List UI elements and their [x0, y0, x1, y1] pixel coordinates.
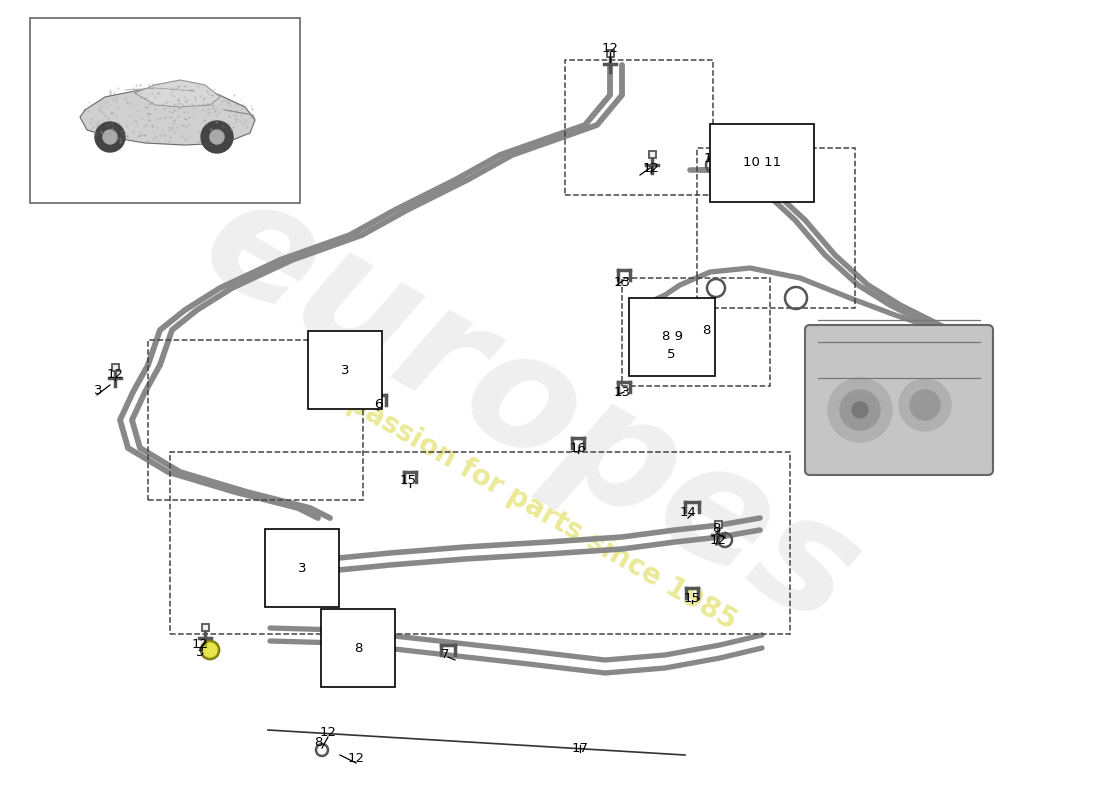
Text: 15: 15: [399, 474, 417, 486]
Bar: [565, 60, 713, 195]
Circle shape: [201, 641, 219, 659]
Text: 13: 13: [614, 386, 630, 399]
Circle shape: [95, 122, 125, 152]
Text: 17: 17: [572, 742, 588, 754]
Text: 6: 6: [374, 398, 382, 411]
Circle shape: [852, 402, 868, 418]
Text: a passion for parts since 1985: a passion for parts since 1985: [318, 374, 741, 635]
Text: 10 11: 10 11: [742, 157, 781, 170]
Text: 3: 3: [94, 383, 102, 397]
Text: 9: 9: [634, 323, 642, 337]
Text: 3: 3: [298, 562, 306, 574]
Circle shape: [910, 390, 940, 420]
Polygon shape: [135, 80, 220, 107]
Circle shape: [201, 121, 233, 153]
Text: 8: 8: [354, 642, 362, 654]
Text: 12: 12: [191, 638, 209, 650]
Text: 16: 16: [570, 442, 586, 454]
Text: 8 9: 8 9: [661, 330, 682, 343]
FancyBboxPatch shape: [805, 325, 993, 475]
Text: 12: 12: [642, 162, 660, 174]
Bar: [30, 18, 300, 203]
Bar: [715, 521, 722, 528]
Text: 8: 8: [712, 522, 720, 534]
Circle shape: [103, 130, 117, 144]
Bar: [111, 364, 119, 371]
Bar: [170, 452, 790, 634]
Text: 5: 5: [667, 349, 675, 362]
Bar: [606, 50, 614, 57]
Text: 3: 3: [196, 646, 205, 658]
Text: europes: europes: [176, 161, 884, 659]
Bar: [148, 340, 363, 500]
Circle shape: [840, 390, 880, 430]
Circle shape: [210, 130, 224, 144]
Text: 7: 7: [441, 649, 449, 662]
Bar: [201, 624, 209, 631]
Text: 12: 12: [348, 751, 364, 765]
Text: 12: 12: [602, 42, 618, 54]
Bar: [649, 151, 656, 158]
Circle shape: [828, 378, 892, 442]
Text: 8: 8: [314, 735, 322, 749]
Text: 1: 1: [293, 555, 301, 569]
Text: 12: 12: [107, 369, 123, 382]
Text: 2: 2: [332, 358, 341, 371]
Text: 4: 4: [762, 137, 770, 150]
Text: 13: 13: [614, 277, 630, 290]
Text: 8: 8: [702, 323, 711, 337]
Polygon shape: [80, 87, 255, 145]
Text: 15: 15: [683, 591, 701, 605]
Text: 11: 11: [704, 151, 720, 165]
Bar: [697, 148, 855, 308]
Text: 12: 12: [710, 534, 726, 546]
Circle shape: [899, 379, 952, 431]
Text: 14: 14: [680, 506, 696, 518]
Text: 3: 3: [341, 363, 350, 377]
Bar: [621, 278, 770, 386]
Text: 12: 12: [319, 726, 337, 738]
